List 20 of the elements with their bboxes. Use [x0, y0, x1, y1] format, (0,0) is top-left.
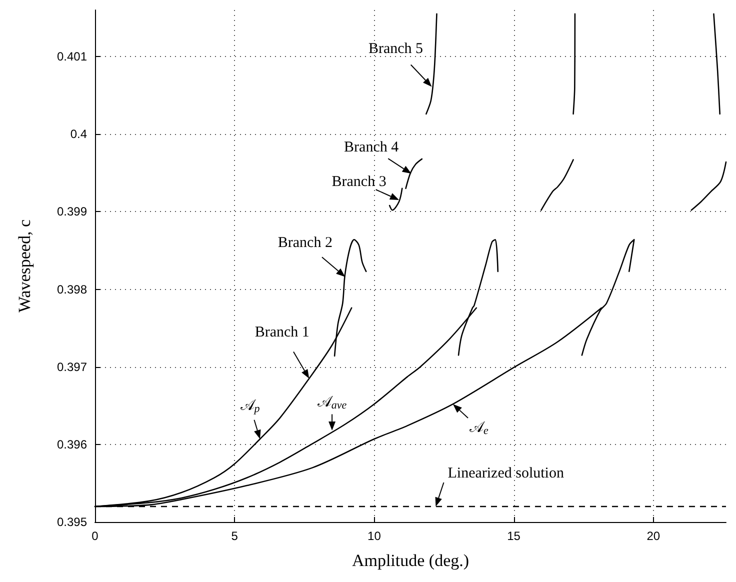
annotation: Branch 1 [254, 324, 310, 340]
y-tick-label: 0.397 [56, 360, 88, 374]
y-tick-label: 0.395 [56, 515, 88, 529]
ref-line-label: Linearized solution [448, 465, 564, 482]
x-axis-title: Amplitude (deg.) [352, 551, 470, 570]
annotation: Branch 3 [332, 174, 386, 190]
x-tick-label: 15 [507, 529, 521, 543]
annotation: Branch 4 [344, 140, 400, 156]
x-tick-label: 5 [231, 529, 238, 543]
annotation: Branch 2 [278, 234, 332, 251]
y-tick-label: 0.4 [70, 127, 88, 142]
x-tick-label: 0 [92, 529, 99, 543]
y-tick-label: 0.396 [56, 437, 88, 452]
annotation: Branch 5 [368, 40, 424, 57]
x-tick-label: 20 [646, 529, 660, 543]
y-tick-label: 0.401 [56, 50, 88, 64]
y-tick-label: 0.398 [56, 282, 88, 296]
y-tick-label: 0.399 [56, 204, 88, 219]
x-tick-label: 10 [368, 529, 382, 543]
y-axis-title: Wavespeed, c [15, 219, 34, 313]
